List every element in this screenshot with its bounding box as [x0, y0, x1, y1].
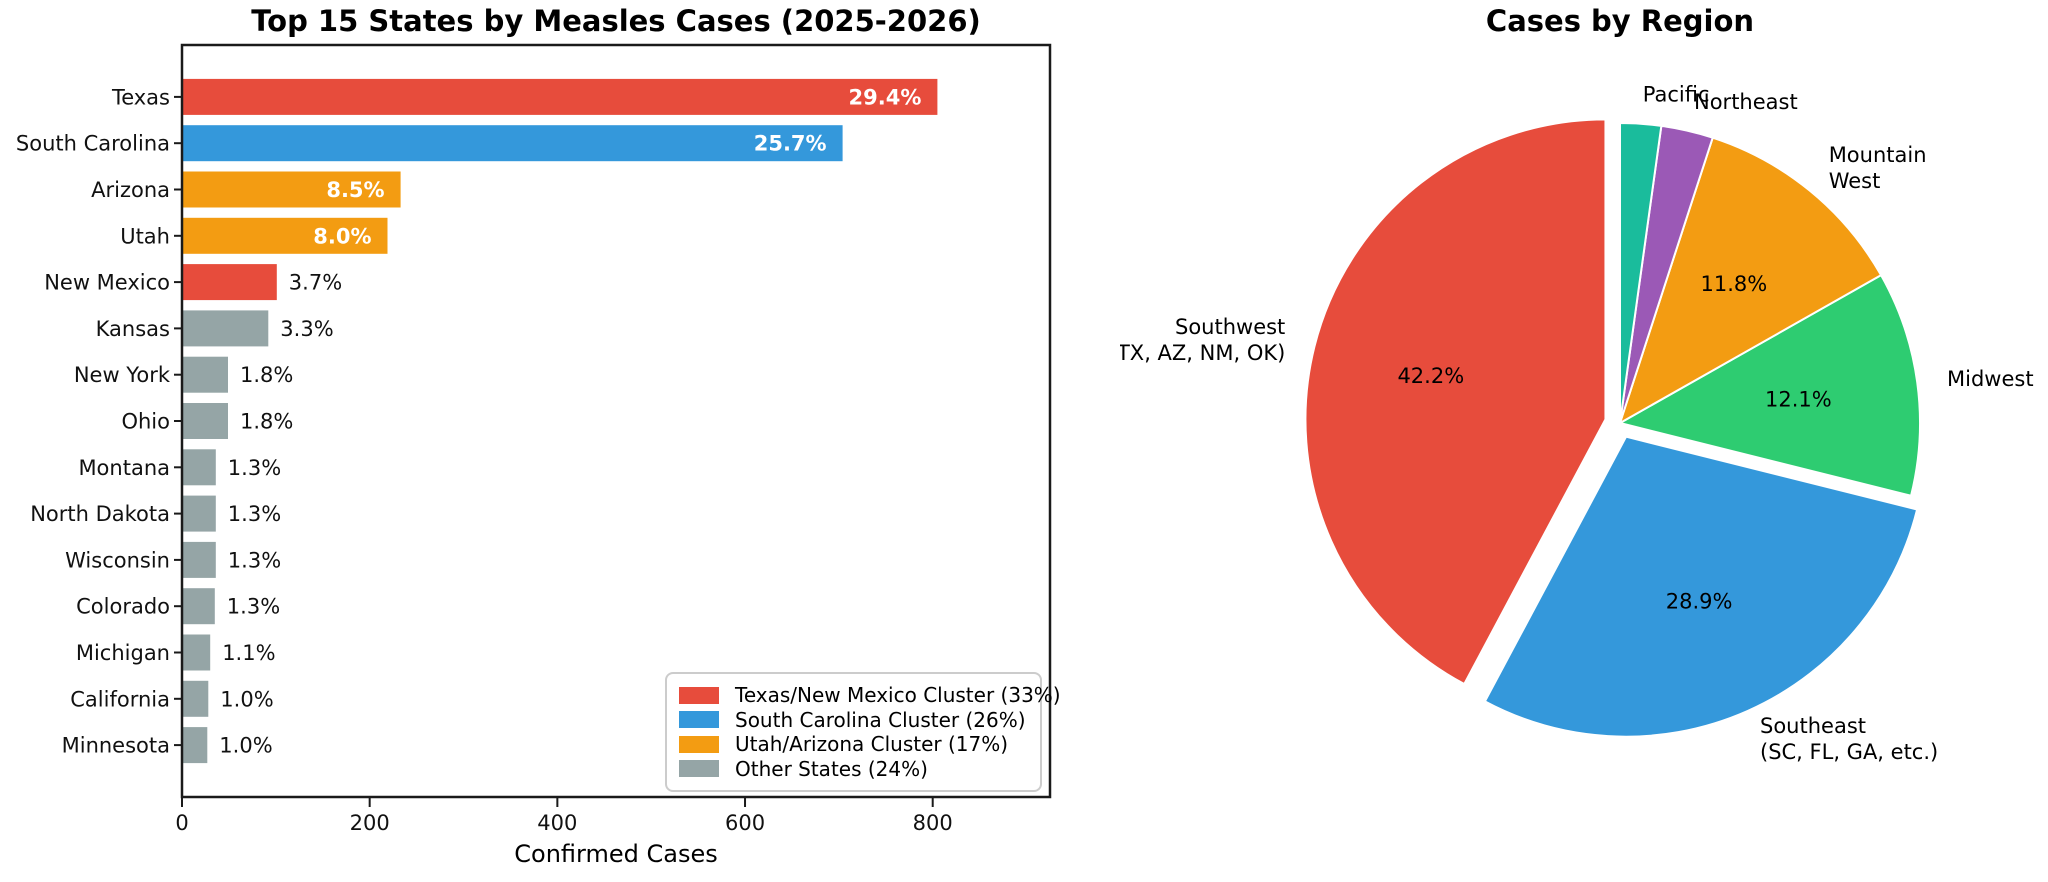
legend-item-label: South Carolina Cluster (26%) — [735, 707, 1026, 732]
bar-colorado — [183, 588, 215, 625]
bar-arizona — [183, 171, 401, 208]
bar-value-label: 1.8% — [240, 363, 293, 387]
legend-color-swatch — [679, 760, 719, 778]
bar-value-label: 1.3% — [228, 502, 281, 526]
pie-slice-midwest — [1619, 274, 1921, 497]
bar-south-carolina — [183, 125, 843, 162]
x-axis-tick-label: 0 — [175, 811, 188, 835]
bar-value-label: 8.0% — [313, 224, 371, 248]
y-axis-category-label: Texas — [111, 85, 170, 109]
y-axis-category-label: Ohio — [121, 410, 170, 434]
bar-value-label: 3.3% — [280, 317, 333, 341]
legend-color-swatch — [679, 735, 719, 753]
y-axis-category-label: South Carolina — [16, 132, 170, 156]
legend-color-swatch — [679, 686, 719, 704]
bar-value-label: 1.0% — [219, 734, 272, 758]
y-axis-category-label: New Mexico — [44, 271, 170, 295]
bar-north-dakota — [183, 495, 216, 532]
bar-value-label: 1.8% — [240, 410, 293, 434]
y-axis-category-label: Colorado — [76, 595, 170, 619]
legend-item-label: Texas/New Mexico Cluster (33%) — [735, 683, 1061, 708]
bar-wisconsin — [183, 541, 216, 578]
legend-color-swatch — [679, 711, 719, 729]
bar-kansas — [183, 310, 269, 347]
legend-item: Other States (24%) — [679, 757, 1026, 782]
bar-value-label: 1.3% — [228, 456, 281, 480]
bar-new-mexico — [183, 264, 277, 301]
y-axis-category-label: Utah — [120, 224, 170, 248]
pie-percent-label: 12.1% — [1765, 387, 1832, 411]
bar-value-label: 1.3% — [228, 548, 281, 572]
y-axis-category-label: Wisconsin — [65, 548, 170, 572]
bar-chart-x-axis-label: Confirmed Cases — [514, 840, 718, 868]
pie-slice-label: Northeast — [1694, 90, 1798, 114]
legend-item-label: Other States (24%) — [735, 756, 928, 781]
pie-chart-title: Cases by Region — [1485, 4, 1755, 38]
legend-item: Texas/New Mexico Cluster (33%) — [679, 683, 1061, 708]
bar-value-label: 25.7% — [754, 132, 827, 156]
x-axis-tick-label: 200 — [350, 811, 390, 835]
bar-california — [183, 680, 209, 717]
pie-slice-label: Mountain West — [1829, 143, 1927, 193]
pie-slice-southwest-tx-az-nm-ok — [1304, 118, 1607, 686]
bar-texas — [183, 78, 938, 115]
bar-minnesota — [183, 727, 208, 764]
bar-value-label: 29.4% — [849, 85, 922, 109]
bar-chart-legend: Texas/New Mexico Cluster (33%) South Caro… — [665, 672, 1061, 792]
pie-percent-label: 11.8% — [1701, 272, 1768, 296]
bar-chart-canvas: 29.4% Texas 25.7% South Carolina 8.5% Arizona… — [16, 43, 1052, 835]
legend-item: South Carolina Cluster (26%) — [679, 708, 1026, 733]
x-axis-tick-label: 400 — [537, 811, 577, 835]
bar-value-label: 8.5% — [326, 178, 384, 202]
pie-slice-label: Southwest (TX, AZ, NM, OK) — [1120, 315, 1285, 365]
bar-chart-axes-frame — [180, 43, 1052, 799]
bar-value-label: 1.0% — [220, 687, 273, 711]
pie-percent-label: 28.9% — [1666, 590, 1733, 614]
y-axis-category-label: California — [70, 687, 170, 711]
y-axis-category-label: Minnesota — [62, 734, 170, 758]
bar-montana — [183, 449, 216, 486]
pie-chart-canvas: 42.2% Southwest (TX, AZ, NM, OK) 28.9% South… — [1120, 82, 2034, 764]
pie-slice-mountain-west — [1619, 136, 1883, 424]
pie-slice-southeast-sc-fl-ga-etc — [1483, 435, 1919, 738]
bar-value-label: 3.7% — [289, 271, 342, 295]
bar-chart-title: Top 15 States by Measles Cases (2025-202… — [251, 4, 981, 38]
bar-utah — [183, 217, 388, 254]
legend-item: Utah/Arizona Cluster (17%) — [679, 732, 1026, 757]
y-axis-category-label: Montana — [78, 456, 170, 480]
x-axis-tick-label: 600 — [725, 811, 765, 835]
bar-new-york — [183, 356, 228, 393]
bar-value-label: 1.1% — [222, 641, 275, 665]
y-axis-category-label: North Dakota — [30, 502, 170, 526]
y-axis-category-label: New York — [74, 363, 171, 387]
pie-slice-label: Midwest — [1947, 367, 2034, 391]
pie-slice-label: Pacific — [1643, 82, 1710, 106]
bar-michigan — [183, 634, 211, 671]
pie-percent-label: 42.2% — [1397, 364, 1464, 388]
legend-item-label: Utah/Arizona Cluster (17%) — [735, 732, 1009, 757]
y-axis-category-label: Michigan — [76, 641, 170, 665]
y-axis-category-label: Kansas — [96, 317, 170, 341]
x-axis-tick-label: 800 — [913, 811, 953, 835]
pie-slice-label: Southeast (SC, FL, GA, etc.) — [1760, 714, 1938, 764]
pie-slice-pacific — [1619, 122, 1663, 424]
bar-ohio — [183, 403, 228, 439]
bar-value-label: 1.3% — [227, 595, 280, 619]
y-axis-category-label: Arizona — [91, 178, 170, 202]
